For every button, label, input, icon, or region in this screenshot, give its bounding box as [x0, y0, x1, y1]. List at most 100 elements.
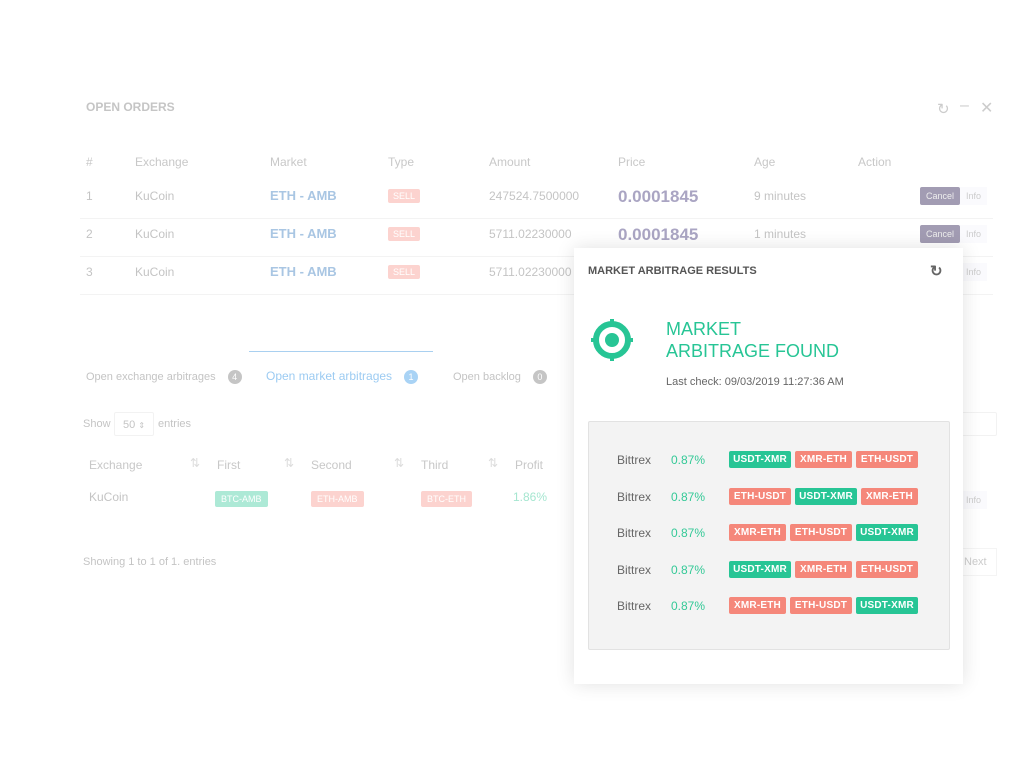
col-header-second[interactable]: Second — [311, 458, 352, 472]
show-label: Show — [83, 418, 111, 430]
tab-open-market-arbitrages[interactable]: Open market arbitrages 1 — [266, 369, 419, 384]
result-profit: 0.87% — [671, 562, 706, 577]
result-profit: 0.87% — [671, 489, 706, 504]
stepper-icon: ⇕ — [138, 421, 146, 430]
tab-label: Open exchange arbitrages — [86, 371, 216, 383]
col-header: Age — [754, 155, 776, 169]
result-exchange: Bittrex — [617, 599, 652, 614]
pair-badge: BTC-ETH — [421, 491, 472, 507]
close-icon[interactable]: ✕ — [980, 100, 994, 117]
search-input[interactable] — [960, 412, 997, 436]
sort-icon[interactable]: ⇅ — [284, 456, 295, 470]
order-amount: 5711.02230000 — [489, 227, 572, 241]
count-badge: 4 — [227, 370, 242, 384]
cancel-button[interactable]: Cancel — [920, 187, 961, 205]
result-exchange: Bittrex — [617, 562, 652, 577]
order-exchange: KuCoin — [135, 265, 175, 279]
count-badge: 1 — [404, 370, 419, 384]
col-header: # — [86, 155, 93, 169]
refresh-icon[interactable]: ↻ — [930, 263, 943, 280]
order-amount: 5711.02230000 — [489, 265, 572, 279]
market-arbitrage-popup: MARKET ARBITRAGE RESULTS ↻ MARKET ARBITR… — [574, 248, 963, 684]
popup-title: MARKET ARBITRAGE RESULTS — [588, 265, 757, 277]
pair-tag: USDT-XMR — [856, 524, 918, 542]
divider — [80, 218, 993, 219]
result-profit: 0.87% — [671, 599, 706, 614]
entries-value: 50 — [123, 419, 136, 431]
result-profit: 0.87% — [671, 453, 706, 467]
next-button[interactable]: Next — [960, 548, 997, 576]
col-header-profit[interactable]: Profit — [515, 458, 544, 472]
result-row: Bittrex 0.87% USDT-XMR XMR-ETH ETH-USDT — [589, 451, 949, 471]
col-header: Exchange — [135, 155, 189, 169]
col-header: Market — [270, 155, 307, 169]
arb-profit: 1.86% — [513, 490, 548, 504]
result-row: Bittrex 0.87% USDT-XMR XMR-ETH ETH-USDT — [589, 560, 949, 581]
tab-open-exchange-arbitrages[interactable]: Open exchange arbitrages 4 — [86, 370, 242, 384]
pair-tag: USDT-XMR — [795, 487, 857, 505]
result-row: Bittrex 0.87% XMR-ETH ETH-USDT USDT-XMR — [589, 524, 949, 544]
col-header: Type — [388, 155, 415, 169]
showing-text: Showing 1 to 1 of 1. entries — [83, 556, 217, 568]
pair-tag: USDT-XMR — [729, 451, 791, 468]
order-number: 1 — [86, 189, 93, 203]
heading-line: ARBITRAGE FOUND — [666, 341, 840, 361]
col-header-first[interactable]: First — [217, 458, 241, 472]
divider — [80, 294, 993, 295]
result-exchange: Bittrex — [617, 453, 652, 467]
last-check: Last check: 09/03/2019 11:27:36 AM — [666, 376, 844, 388]
sell-badge: SELL — [388, 265, 421, 279]
open-orders-title: OPEN ORDERS — [86, 100, 175, 114]
result-profit: 0.87% — [671, 526, 706, 541]
info-button[interactable]: Info — [960, 491, 988, 509]
result-exchange: Bittrex — [617, 526, 652, 541]
pair-tag: ETH-USDT — [790, 524, 852, 542]
tab-open-backlog[interactable]: Open backlog 0 — [453, 370, 547, 384]
sort-icon[interactable]: ⇅ — [394, 456, 405, 470]
pair-tag: ETH-USDT — [856, 451, 918, 468]
tab-label: Open market arbitrages — [266, 369, 393, 383]
col-header: Action — [858, 155, 892, 169]
sort-icon[interactable]: ⇅ — [488, 456, 499, 470]
pair-tag: XMR-ETH — [795, 560, 852, 578]
pair-tag: ETH-USDT — [790, 597, 852, 615]
sort-icon[interactable]: ⇅ — [190, 456, 201, 470]
pair-badge: ETH-AMB — [311, 491, 364, 507]
pair-tag: ETH-USDT — [856, 560, 918, 578]
minimize-icon[interactable]: – — [960, 97, 969, 114]
order-price: 0.0001845 — [618, 225, 699, 244]
count-badge: 0 — [532, 370, 547, 384]
col-header: Price — [618, 155, 646, 169]
order-market[interactable]: ETH - AMB — [270, 264, 337, 279]
arb-exchange: KuCoin — [89, 490, 129, 504]
order-amount: 247524.7500000 — [489, 189, 580, 203]
order-age: 9 minutes — [754, 189, 807, 203]
info-button[interactable]: Info — [960, 187, 988, 205]
pair-tag: ETH-USDT — [729, 487, 791, 505]
pair-tag: XMR-ETH — [861, 487, 918, 505]
order-exchange: KuCoin — [135, 189, 175, 203]
pair-tag: USDT-XMR — [856, 597, 918, 615]
result-row: Bittrex 0.87% XMR-ETH ETH-USDT USDT-XMR — [589, 597, 949, 617]
order-market[interactable]: ETH - AMB — [270, 226, 337, 241]
target-icon — [591, 319, 633, 361]
entries-select[interactable]: 50 ⇕ — [114, 412, 154, 436]
pair-badge: BTC-AMB — [215, 491, 268, 507]
col-header-third[interactable]: Third — [421, 458, 449, 472]
result-exchange: Bittrex — [617, 489, 652, 504]
result-row: Bittrex 0.87% ETH-USDT USDT-XMR XMR-ETH — [589, 487, 949, 508]
heading-line: MARKET — [666, 319, 742, 339]
info-button[interactable]: Info — [960, 263, 988, 281]
refresh-icon[interactable]: ↻ — [937, 101, 950, 118]
pair-tag: XMR-ETH — [729, 524, 786, 542]
result-heading: MARKET ARBITRAGE FOUND — [666, 318, 839, 362]
order-market[interactable]: ETH - AMB — [270, 188, 337, 203]
pair-tag: USDT-XMR — [729, 560, 791, 578]
col-header-exchange[interactable]: Exchange — [89, 458, 143, 472]
tab-label: Open backlog — [453, 371, 521, 383]
info-button[interactable]: Info — [960, 225, 988, 243]
sell-badge: SELL — [388, 189, 421, 203]
entries-label: entries — [158, 418, 192, 430]
cancel-button[interactable]: Cancel — [920, 225, 961, 243]
